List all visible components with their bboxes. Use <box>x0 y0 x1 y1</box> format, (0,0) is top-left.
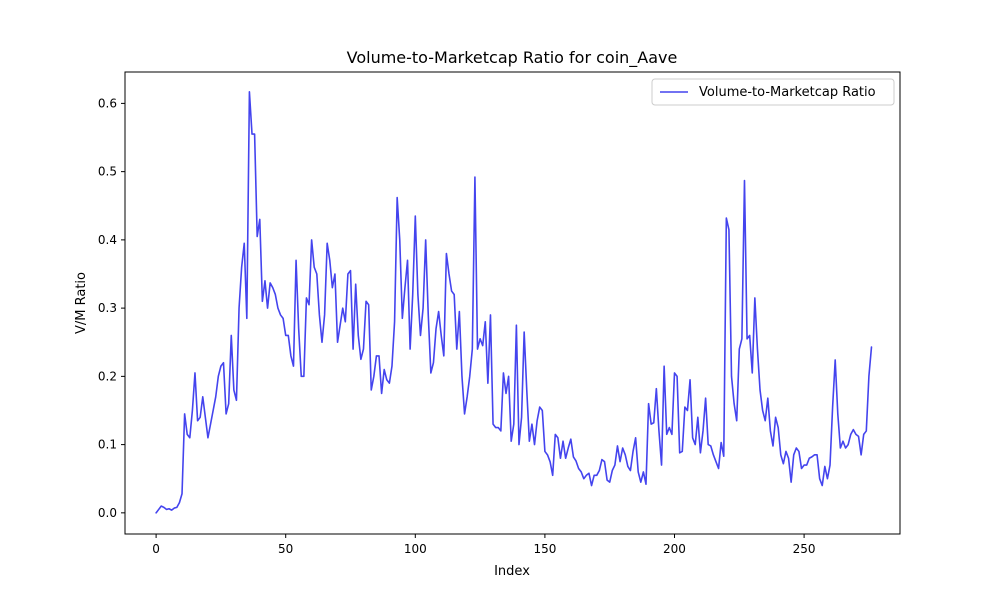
y-tick-label: 0.0 <box>98 506 117 520</box>
y-axis-title: V/M Ratio <box>74 272 89 334</box>
x-tick-label: 0 <box>152 542 160 556</box>
plot-area <box>125 72 900 534</box>
x-tick-label: 250 <box>793 542 816 556</box>
series-line <box>155 90 873 514</box>
x-axis-ticks: 0 50 100 150 200 250 <box>152 534 816 556</box>
legend-label: Volume-to-Marketcap Ratio <box>699 85 876 100</box>
x-tick-label: 150 <box>533 542 556 556</box>
x-tick-label: 50 <box>278 542 293 556</box>
y-tick-label: 0.6 <box>98 96 117 110</box>
y-axis-ticks: 0.0 0.1 0.2 0.3 0.4 0.5 0.6 <box>98 96 125 520</box>
legend-box <box>651 78 895 106</box>
y-tick-label: 0.2 <box>98 369 117 383</box>
legend: Volume-to-Marketcap Ratio <box>651 78 895 106</box>
x-tick-label: 100 <box>404 542 427 556</box>
y-tick-label: 0.1 <box>98 438 117 452</box>
x-tick-label: 200 <box>663 542 686 556</box>
x-axis-title: Index <box>494 564 530 579</box>
y-tick-label: 0.5 <box>98 165 117 179</box>
plot-frame <box>124 71 901 535</box>
y-tick-label: 0.3 <box>98 301 117 315</box>
chart-title: Volume-to-Marketcap Ratio for coin_Aave <box>347 48 678 68</box>
y-tick-label: 0.4 <box>98 233 117 247</box>
